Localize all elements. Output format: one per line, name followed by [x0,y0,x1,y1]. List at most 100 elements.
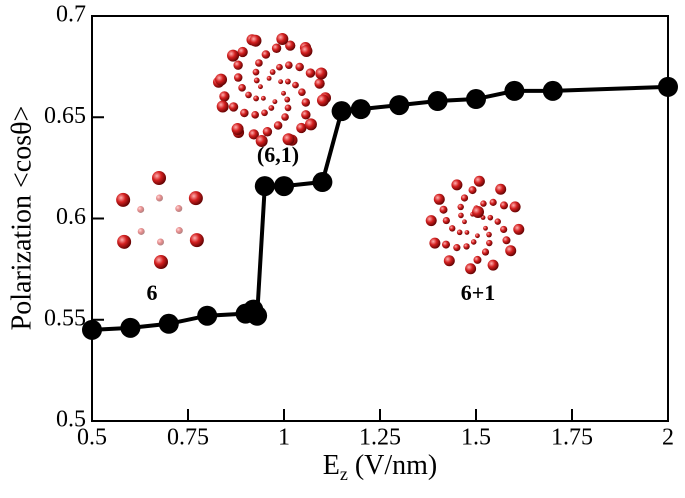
x-tick-label: 0.5 [77,425,107,451]
x-label-sub: z [340,464,348,484]
data-point [120,317,141,338]
data-point [504,80,525,101]
y-tick-label: 0.65 [44,103,86,129]
molecule-atom [429,237,441,249]
molecule-atom [456,229,463,236]
molecule-atom [301,110,311,120]
molecule-atom [233,60,243,70]
molecule-atom [472,206,484,218]
molecule-atom [489,198,497,206]
molecule-atom [296,122,307,134]
molecule-atom [464,230,470,235]
molecule-atom [298,88,306,96]
molecule-atom [240,108,249,118]
molecule-atom [189,233,204,248]
molecule-atom [285,40,296,51]
data-point [274,176,294,197]
x-axis-label: Ez (V/nm) [323,450,438,484]
molecule-atom [468,186,477,195]
molecule-atom [252,68,260,76]
molecule-atom [425,215,437,227]
x-tick-label: 0.75 [167,425,209,451]
y-axis-label: Polarization <cosθ> [6,106,37,331]
molecule-atom [470,239,477,245]
annotation: 6+1 [461,280,496,305]
molecule-atom [481,248,490,256]
molecule-atom [261,109,268,117]
molecule-atom [155,194,163,202]
molecule-atom [153,254,168,269]
molecule-atom [188,191,203,206]
molecule-atom [237,46,248,58]
molecule-atom [473,175,485,187]
molecule-atom [433,193,445,205]
molecule-atom [157,238,165,246]
molecule-atom [457,203,464,211]
molecule-atom [483,225,488,231]
molecule-atom [462,219,467,225]
molecule-atom [175,227,183,235]
x-tick-label: 1.75 [551,425,593,451]
x-label-main: E [323,450,340,481]
molecule-atom [281,113,289,121]
molecule-atom [487,214,494,221]
molecule-atom [495,183,507,195]
molecule-atom [278,79,284,85]
molecule-atom [276,63,283,71]
molecule-atom [460,194,469,202]
molecule-atom [499,201,508,210]
molecule-atom [509,201,521,213]
data-point [254,176,275,197]
molecule-atom [260,95,266,101]
molecule-atom [502,236,511,245]
molecule-atom [215,73,228,86]
molecule-atom [487,259,499,271]
molecule-atom [315,67,328,80]
data-point [331,101,352,122]
molecule-atom [231,122,244,135]
data-point [158,313,179,334]
molecule-atom [249,34,262,47]
x-tick-label: 1 [278,425,290,451]
molecule-atom [261,50,271,59]
y-tick-label: 0.7 [56,2,86,28]
molecule-atom [269,69,276,75]
molecule-atom [513,223,525,235]
molecule-atom [292,81,299,89]
molecule-atom [248,129,259,140]
molecule-atom [442,216,450,225]
molecule-atom [272,99,278,105]
annotation: 6 [147,280,158,305]
molecule-atom [251,111,259,119]
molecule-pictures [116,33,525,275]
molecule-atom [152,171,167,186]
molecule-atom [284,104,292,112]
molecule-atom [253,95,259,102]
data-point [389,95,410,116]
data-point [350,99,371,120]
molecule-atom [451,179,463,191]
x-label-unit: (V/nm) [348,450,437,481]
molecule-atom [486,239,493,247]
molecule-atom [295,62,304,72]
y-tick-label: 0.55 [44,305,86,331]
molecule-atom [316,94,329,107]
molecule-atom [255,59,263,67]
x-tick-label: 1.25 [359,425,401,451]
molecule-atom [480,200,487,207]
molecule-atom [273,121,283,130]
molecule-atom [285,61,293,69]
molecule-atom [175,205,183,213]
molecule-atom [228,102,239,112]
data-point [542,80,563,101]
molecule-atom [300,45,313,58]
molecule-atom [442,240,451,249]
molecule-atom [233,73,243,82]
data-point [427,91,448,112]
molecule-atom [137,227,145,235]
y-tick-label: 0.6 [56,204,86,230]
molecule-atom [458,212,464,219]
molecule-atom [439,205,448,214]
molecule-atom [443,255,455,267]
